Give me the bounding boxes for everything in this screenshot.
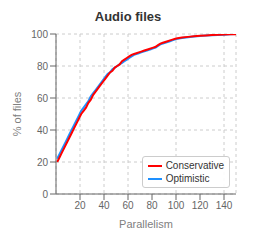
svg-text:20: 20 bbox=[74, 200, 86, 211]
svg-text:% of files: % of files bbox=[11, 91, 23, 136]
svg-text:80: 80 bbox=[37, 61, 49, 72]
svg-text:0: 0 bbox=[42, 189, 48, 200]
svg-text:60: 60 bbox=[122, 200, 134, 211]
svg-text:20: 20 bbox=[37, 157, 49, 168]
svg-text:140: 140 bbox=[216, 200, 233, 211]
svg-text:100: 100 bbox=[31, 29, 48, 40]
svg-text:40: 40 bbox=[37, 125, 49, 136]
html-text:Conservative: Conservative bbox=[165, 160, 224, 171]
svg-text:100: 100 bbox=[168, 200, 185, 211]
svg-text:80: 80 bbox=[146, 200, 158, 211]
svg-text:40: 40 bbox=[98, 200, 110, 211]
html-text:Optimistic: Optimistic bbox=[165, 173, 210, 184]
svg-text:Parallelism: Parallelism bbox=[119, 218, 173, 230]
html-text:Audio files: Audio files bbox=[94, 9, 162, 24]
svg-text:60: 60 bbox=[37, 93, 49, 104]
svg-text:120: 120 bbox=[192, 200, 209, 211]
